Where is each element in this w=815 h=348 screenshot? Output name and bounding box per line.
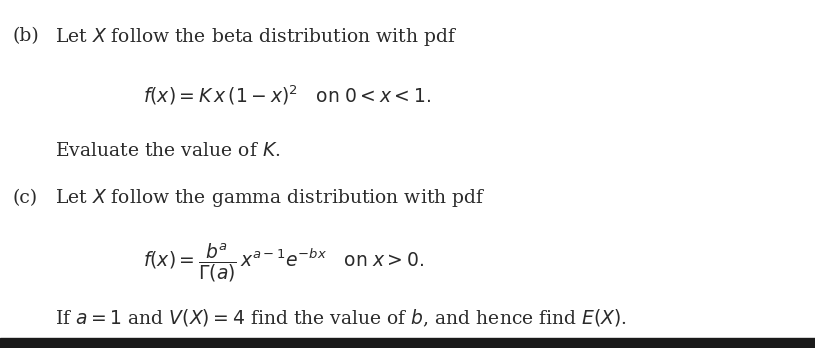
Text: (c): (c) bbox=[12, 189, 37, 207]
Text: If $a = 1$ and $V(X) = 4$ find the value of $b$, and hence find $E(X)$.: If $a = 1$ and $V(X) = 4$ find the value… bbox=[55, 308, 628, 329]
Text: Evaluate the value of $K$.: Evaluate the value of $K$. bbox=[55, 142, 281, 160]
Text: $f(x) = K\,x\,(1-x)^2 \quad \mathrm{on}\; 0 < x < 1.$: $f(x) = K\,x\,(1-x)^2 \quad \mathrm{on}\… bbox=[143, 84, 431, 108]
Text: Let $X$ follow the beta distribution with pdf: Let $X$ follow the beta distribution wit… bbox=[55, 25, 458, 48]
Bar bbox=[0, 338, 815, 348]
Text: $f(x) = \dfrac{b^{a}}{\Gamma(a)}\,x^{a-1}e^{-bx} \quad \mathrm{on}\; x > 0.$: $f(x) = \dfrac{b^{a}}{\Gamma(a)}\,x^{a-1… bbox=[143, 242, 424, 284]
Text: (b): (b) bbox=[12, 27, 39, 46]
Text: Let $X$ follow the gamma distribution with pdf: Let $X$ follow the gamma distribution wi… bbox=[55, 187, 486, 209]
